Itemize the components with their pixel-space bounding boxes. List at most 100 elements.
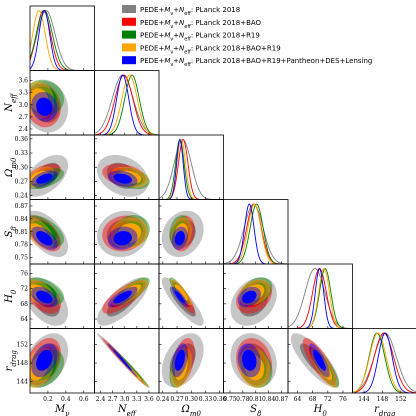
x-axis-label-H0: H0 [313, 404, 328, 416]
marginal-curve-1 [94, 74, 159, 135]
y-tick-label: 72 [20, 286, 28, 293]
legend-label: PEDE+Mν+Neff: PLanck 2018+BAO+R19+Panthe… [140, 57, 372, 68]
x-tick-label: 3.3 [132, 396, 142, 403]
panel-content [30, 210, 69, 258]
contour-inner-4 [36, 97, 53, 116]
panel-content [30, 277, 69, 326]
panel-content [161, 277, 204, 326]
y-tick-label: 3.6 [18, 78, 28, 85]
panel-content [97, 154, 150, 197]
marginal-curve-0 [288, 268, 353, 329]
marginal-curve-4 [159, 138, 224, 200]
panel-content [230, 333, 277, 388]
legend-swatch [122, 56, 136, 65]
panel-S8-S8 [223, 199, 289, 265]
x-tick-label: 0.78 [236, 396, 250, 403]
marginal-curve-2 [159, 138, 224, 200]
panel-content [288, 267, 353, 329]
x-tick-label: 0.36 [213, 396, 227, 403]
marginal-curve-3 [94, 74, 159, 135]
x-axis-label-Om: Ωm0 [181, 404, 202, 416]
contour-inner-4 [36, 290, 53, 304]
x-tick-label: 72 [324, 396, 332, 403]
marginal-curve-4 [288, 267, 353, 329]
marginal-curve-3 [159, 139, 224, 200]
legend-label: PEDE+Mν+Neff: PLanck 2018 [140, 6, 240, 17]
contour-inner-4 [36, 231, 53, 246]
y-tick-label: 0.87 [15, 203, 29, 210]
panel-content [161, 333, 204, 388]
panel-S8-Om [158, 199, 224, 265]
x-tick-label: 0.24 [156, 396, 170, 403]
x-tick-label: 0.81 [249, 396, 262, 403]
panel-H0-Neff [94, 263, 160, 329]
legend-item: PEDE+Mν+Neff: PLanck 2018+R19 [122, 30, 260, 43]
marginal-curve-2 [30, 10, 95, 71]
marginal-curve-1 [159, 138, 224, 200]
marginal-curve-4 [94, 74, 159, 135]
x-tick-label: 2.4 [96, 396, 106, 403]
panel-Neff-Neff [94, 70, 160, 136]
x-axis-label-S8: S8 [250, 404, 262, 416]
panel-H0-H0 [287, 263, 353, 329]
legend-item: PEDE+Mν+Neff: PLanck 2018+BAO [122, 17, 262, 30]
legend-label: PEDE+Mν+Neff: PLanck 2018+BAO [140, 19, 262, 30]
panel-Om-Neff [94, 134, 160, 200]
panel-Om-Mnu: 0.24 0.27 0.30 0.33 0.36 [15, 134, 95, 200]
panel-content [290, 333, 340, 388]
panel-content [159, 138, 224, 200]
contour-inner-4 [174, 349, 185, 371]
marginal-curve-2 [223, 203, 288, 264]
panel-H0-S8 [223, 263, 289, 329]
panel-content [30, 333, 69, 388]
y-tick-label: 2.7 [18, 114, 28, 121]
panel-content [223, 203, 288, 264]
x-tick-label: 0.33 [199, 396, 213, 403]
x-tick-label: 0.4 [61, 396, 71, 403]
panel-S8-Neff [94, 199, 160, 265]
panel-H0-Om [158, 263, 224, 329]
y-tick-label: 0.81 [15, 229, 28, 236]
legend-swatch [122, 30, 136, 39]
y-axis-label-Om: Ωm0 [4, 157, 18, 178]
y-tick-label: 0.27 [15, 178, 29, 185]
panel-grid: 2.42.73.03.33.60.240.270.300.330.360.750… [4, 5, 416, 416]
x-tick-label: 64 [294, 396, 302, 403]
y-tick-label: 2.4 [18, 126, 28, 133]
marginal-curve-2 [288, 267, 353, 329]
y-tick-label: 0.24 [15, 193, 29, 200]
y-axis-label-S8: S8 [4, 226, 18, 238]
panel-rdrag-S8: 0.75 0.78 0.81 0.84 0.87 [223, 328, 288, 403]
legend-swatch [122, 17, 136, 26]
panel-content [97, 210, 150, 258]
marginal-curve-0 [159, 139, 224, 200]
panel-content [94, 74, 159, 135]
panel-content [30, 79, 69, 133]
x-tick-label: 0.30 [185, 396, 199, 403]
panel-rdrag-Om: 0.24 0.27 0.30 0.33 0.36 [156, 328, 227, 403]
contour-inner-4 [36, 349, 53, 371]
x-tick-label: 144 [358, 396, 370, 403]
panel-frame [223, 199, 289, 265]
marginal-curve-2 [94, 74, 159, 135]
contour-inner-4 [36, 173, 53, 184]
y-tick-label: 64 [20, 316, 28, 323]
x-tick-label: 0.2 [43, 396, 53, 403]
y-tick-label: 3.3 [18, 90, 28, 97]
x-tick-label: 3.6 [144, 396, 154, 403]
panel-content [30, 9, 95, 71]
y-tick-label: 0.84 [15, 216, 29, 223]
x-axis-label-Mnu: Mν [54, 404, 70, 416]
legend-label: PEDE+Mν+Neff: PLanck 2018+BAO+R19 [140, 44, 281, 55]
contour-inner-4 [174, 231, 185, 246]
marginal-curve-1 [30, 10, 95, 71]
x-tick-label: 0.84 [262, 396, 276, 403]
y-tick-label: 68 [20, 301, 28, 308]
panel-content [352, 332, 416, 393]
x-tick-label: 0.6 [79, 396, 89, 403]
marginal-curve-0 [223, 203, 288, 264]
panel-content [97, 333, 150, 388]
contour-inner-4 [242, 349, 257, 371]
panel-frame [158, 134, 224, 200]
